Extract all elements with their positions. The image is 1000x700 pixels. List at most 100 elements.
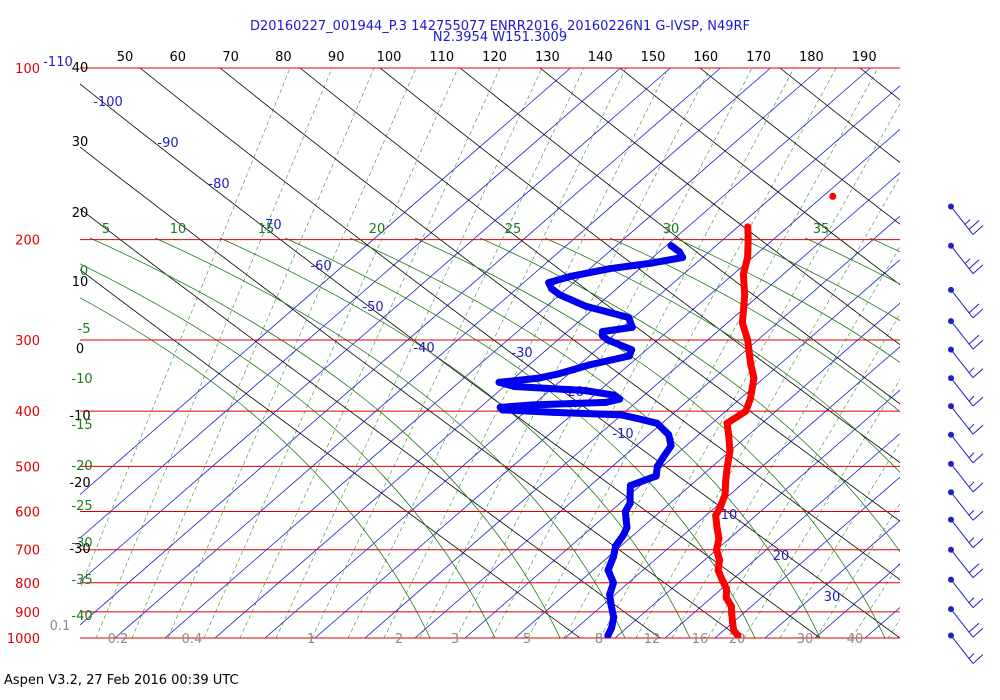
temperature-point bbox=[728, 611, 736, 619]
wind-barb-staff bbox=[950, 491, 974, 521]
wind-barb bbox=[948, 546, 984, 579]
mixing-ratio-label: 1 bbox=[307, 632, 315, 647]
temperature-point bbox=[721, 491, 729, 498]
moist-adiabat-line bbox=[739, 237, 900, 321]
wind-barb-flag bbox=[968, 334, 980, 345]
mixing-ratio-line bbox=[887, 618, 900, 638]
dry-adiabat-line bbox=[459, 68, 900, 405]
dewpoint-point bbox=[675, 248, 683, 256]
temperature-point bbox=[716, 556, 724, 564]
pressure-tick-label: 1000 bbox=[7, 632, 40, 647]
mixing-ratio-line bbox=[671, 245, 900, 638]
moist-adiabat-line bbox=[869, 237, 900, 253]
wind-barb-staff bbox=[950, 289, 974, 319]
moist-adiabat-line bbox=[804, 237, 900, 285]
mixing-ratio-label: 5 bbox=[523, 632, 531, 647]
top-temperature-tick: 80 bbox=[275, 50, 292, 65]
temperature-point bbox=[744, 254, 752, 261]
dewpoint-point bbox=[633, 415, 641, 422]
isotherm-line bbox=[214, 68, 871, 638]
temperature-point bbox=[741, 291, 749, 299]
wind-barb-station-dot bbox=[948, 489, 954, 496]
mixing-ratio-label: 8 bbox=[595, 632, 603, 647]
dewpoint-point bbox=[610, 553, 617, 561]
wind-barb-flag bbox=[972, 225, 984, 235]
wind-barb bbox=[948, 431, 984, 464]
isotherm-label: -30 bbox=[511, 346, 532, 361]
wind-barb-flag bbox=[972, 308, 984, 319]
wind-barb-station-dot bbox=[948, 516, 954, 523]
top-temperature-tick: 90 bbox=[328, 50, 345, 65]
wind-barb-flag bbox=[968, 259, 980, 270]
dewpoint-point bbox=[567, 272, 575, 280]
moist-adiabat-top-label: 25 bbox=[505, 222, 522, 237]
mixing-ratio-label: 0.2 bbox=[108, 632, 129, 647]
chart-title-line1: D20160227_001944_P.3 142755077 ENRR2016,… bbox=[250, 19, 750, 34]
dewpoint-point bbox=[610, 613, 618, 621]
isotherm-label: -70 bbox=[260, 218, 281, 233]
pressure-tick-label: 600 bbox=[15, 506, 40, 521]
wind-barb bbox=[948, 606, 984, 638]
wind-barb-flag bbox=[972, 339, 984, 350]
wind-barb-staff bbox=[950, 405, 974, 435]
potential-temperature-label: 40 bbox=[72, 61, 89, 76]
isotherm-line bbox=[80, 68, 721, 626]
moist-adiabat-line bbox=[219, 237, 691, 638]
wind-barb-staff bbox=[950, 377, 974, 407]
wind-barb-station-dot bbox=[948, 606, 954, 613]
isotherm-label: -100 bbox=[93, 95, 123, 110]
dry-adiabat-line bbox=[539, 68, 900, 346]
temperature-point bbox=[734, 632, 742, 638]
mixing-ratio-label: 0.4 bbox=[182, 632, 203, 647]
moist-adiabat-line bbox=[89, 237, 561, 638]
wind-barb-staff bbox=[950, 434, 974, 464]
dewpoint-point bbox=[581, 387, 589, 394]
wind-barb-station-dot bbox=[948, 346, 954, 353]
mixing-ratio-line bbox=[455, 68, 753, 638]
dewpoint-point bbox=[614, 340, 622, 348]
temperature-point bbox=[713, 546, 720, 554]
temperature-point bbox=[747, 360, 755, 368]
dry-adiabat-line bbox=[80, 83, 821, 638]
isotherm-line bbox=[564, 346, 900, 638]
dewpoint-point bbox=[619, 531, 627, 539]
mixing-ratio-line bbox=[635, 175, 900, 638]
sounding-series bbox=[495, 223, 758, 638]
moist-adiabat-label: -15 bbox=[71, 418, 92, 433]
mixing-ratio-line bbox=[239, 68, 501, 638]
isotherm-line bbox=[80, 68, 621, 539]
dewpoint-point bbox=[610, 579, 617, 587]
top-temperature-tick: 140 bbox=[588, 50, 613, 65]
isotherm-label: -50 bbox=[362, 300, 383, 315]
isotherm-label: -80 bbox=[208, 177, 229, 192]
wind-barb-station-dot bbox=[948, 242, 954, 249]
wind-barb-half-flag bbox=[968, 367, 975, 374]
dewpoint-point bbox=[665, 431, 673, 439]
wind-barbs bbox=[948, 203, 984, 664]
temperature-point bbox=[738, 319, 746, 327]
wind-barb bbox=[948, 489, 984, 521]
dewpoint-point bbox=[606, 265, 614, 273]
wind-barb-half-flag bbox=[968, 423, 975, 430]
wind-barb-flag bbox=[972, 654, 984, 664]
wind-barb-flag bbox=[968, 303, 980, 314]
top-temperature-tick: 50 bbox=[117, 50, 134, 65]
wind-barb-staff bbox=[950, 349, 974, 378]
temperature-point bbox=[744, 336, 752, 344]
dewpoint-point bbox=[585, 361, 593, 369]
wind-barb-flag bbox=[972, 568, 984, 579]
background-grid bbox=[80, 68, 900, 638]
dewpoint-point bbox=[652, 472, 660, 480]
dewpoint-point bbox=[626, 491, 634, 498]
dewpoint-point bbox=[548, 285, 556, 293]
isotherm-line bbox=[414, 215, 900, 638]
moist-adiabat-label: -35 bbox=[71, 573, 92, 588]
top-temperature-tick: 120 bbox=[482, 50, 507, 65]
top-temperature-tick: 130 bbox=[535, 50, 560, 65]
wind-barb bbox=[948, 242, 984, 275]
top-temperature-tick: 170 bbox=[746, 50, 771, 65]
temperature-point bbox=[718, 576, 726, 584]
wind-barb-staff bbox=[950, 320, 974, 350]
